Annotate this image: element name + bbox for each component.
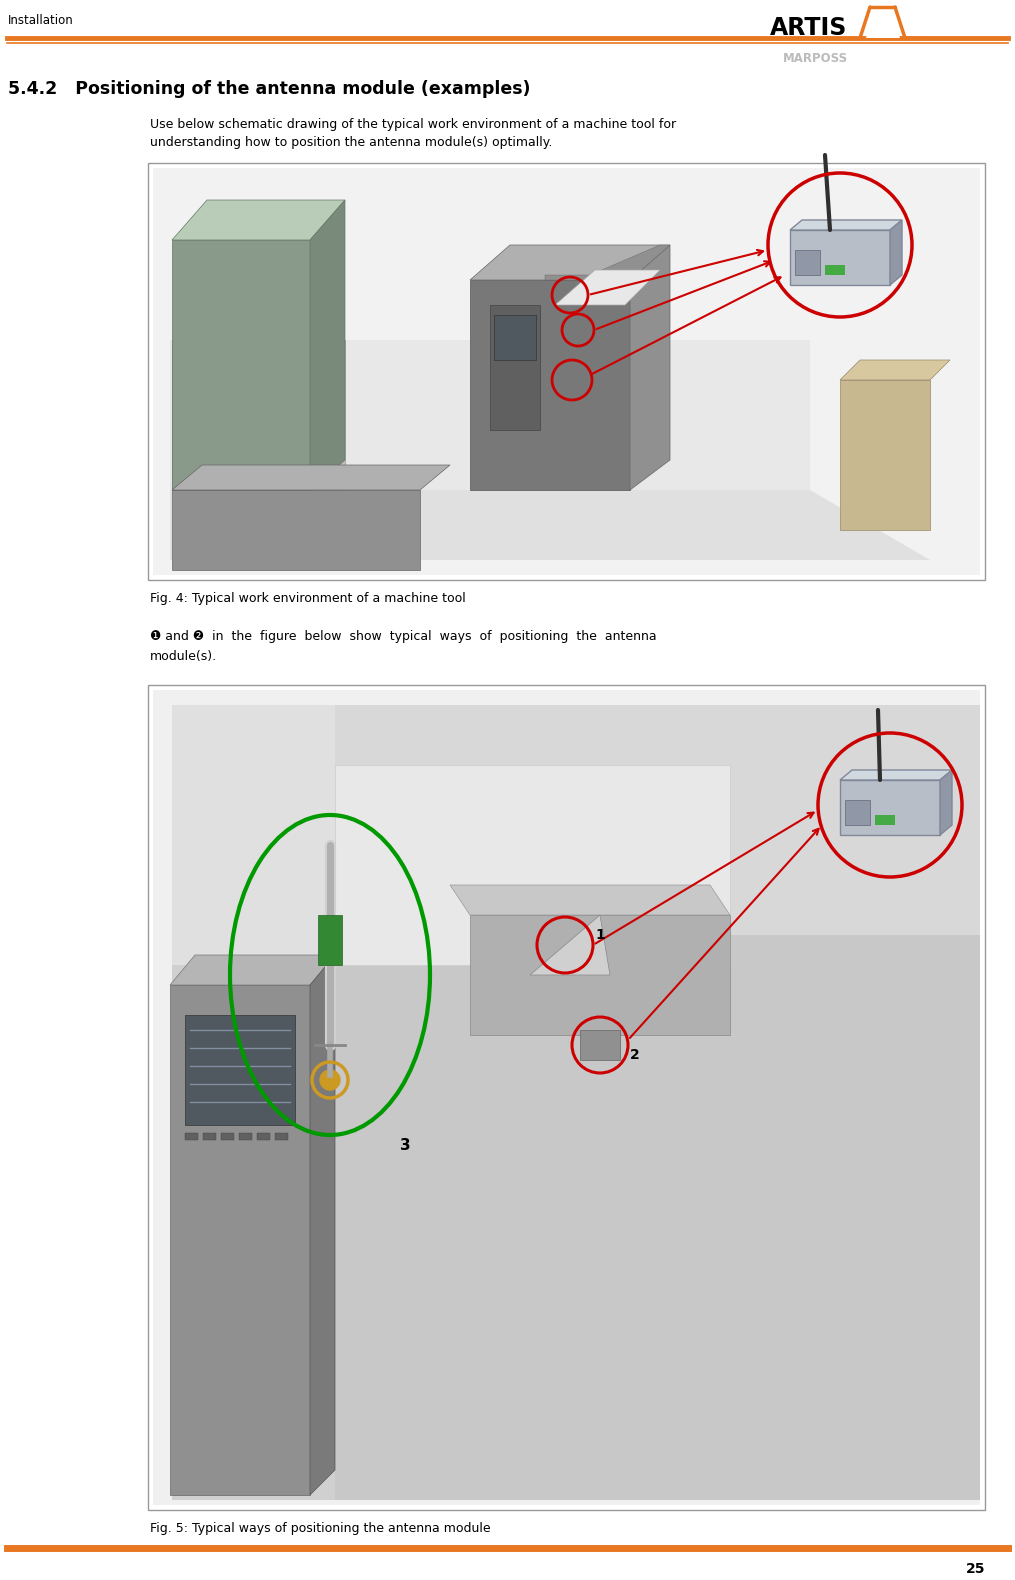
Polygon shape (172, 705, 960, 965)
Polygon shape (845, 799, 870, 825)
Polygon shape (555, 270, 660, 305)
Polygon shape (170, 984, 310, 1495)
Polygon shape (170, 954, 335, 984)
Text: 2: 2 (630, 1048, 639, 1062)
Polygon shape (153, 167, 980, 575)
Text: Fig. 4: Typical work environment of a machine tool: Fig. 4: Typical work environment of a ma… (150, 592, 466, 605)
Polygon shape (790, 220, 902, 231)
Text: 5.4.2   Positioning of the antenna module (examples): 5.4.2 Positioning of the antenna module … (8, 81, 531, 98)
Polygon shape (875, 815, 895, 825)
Text: ❶ and ❷  in  the  figure  below  show  typical  ways  of  positioning  the  ante: ❶ and ❷ in the figure below show typical… (150, 630, 657, 643)
Polygon shape (470, 915, 730, 1035)
Polygon shape (470, 280, 630, 490)
Polygon shape (172, 240, 310, 490)
Polygon shape (221, 1133, 234, 1141)
Polygon shape (170, 490, 930, 559)
Text: 3: 3 (400, 1138, 410, 1152)
Polygon shape (545, 245, 670, 280)
Bar (148, 686, 985, 1510)
Polygon shape (630, 245, 670, 490)
Polygon shape (866, 16, 900, 38)
Text: module(s).: module(s). (150, 649, 217, 664)
Text: Fig. 5: Typical ways of positioning the antenna module: Fig. 5: Typical ways of positioning the … (150, 1522, 491, 1536)
Polygon shape (275, 1133, 288, 1141)
Text: 1: 1 (595, 927, 605, 942)
Polygon shape (203, 1133, 216, 1141)
Polygon shape (310, 201, 345, 490)
Polygon shape (840, 360, 950, 381)
Polygon shape (790, 231, 890, 284)
Polygon shape (890, 220, 902, 284)
Polygon shape (335, 705, 980, 935)
Polygon shape (795, 250, 820, 275)
Polygon shape (185, 1133, 198, 1141)
Text: understanding how to position the antenna module(s) optimally.: understanding how to position the antenn… (150, 136, 552, 149)
Polygon shape (530, 915, 610, 975)
Text: ARTIS: ARTIS (770, 16, 848, 40)
Polygon shape (940, 769, 952, 834)
Text: Use below schematic drawing of the typical work environment of a machine tool fo: Use below schematic drawing of the typic… (150, 118, 676, 131)
Text: Installation: Installation (8, 14, 74, 27)
Polygon shape (318, 915, 342, 965)
Polygon shape (172, 465, 450, 490)
Polygon shape (257, 1133, 270, 1141)
Polygon shape (335, 935, 980, 1499)
Polygon shape (490, 305, 540, 430)
Polygon shape (494, 314, 536, 360)
Polygon shape (172, 340, 345, 490)
Polygon shape (170, 340, 810, 490)
Polygon shape (153, 690, 980, 1506)
Polygon shape (172, 201, 345, 240)
Polygon shape (840, 781, 940, 834)
Bar (148, 163, 985, 580)
Polygon shape (840, 769, 952, 781)
Circle shape (320, 1070, 340, 1090)
Polygon shape (172, 490, 420, 570)
Text: 25: 25 (965, 1563, 985, 1575)
Polygon shape (450, 885, 730, 915)
Text: MARPOSS: MARPOSS (783, 52, 848, 65)
Polygon shape (185, 1014, 295, 1125)
Polygon shape (580, 1030, 620, 1060)
Polygon shape (310, 954, 335, 1495)
Polygon shape (335, 765, 730, 965)
Polygon shape (470, 245, 670, 280)
Polygon shape (239, 1133, 252, 1141)
Polygon shape (825, 265, 845, 275)
Polygon shape (172, 965, 960, 1499)
Polygon shape (840, 381, 930, 529)
